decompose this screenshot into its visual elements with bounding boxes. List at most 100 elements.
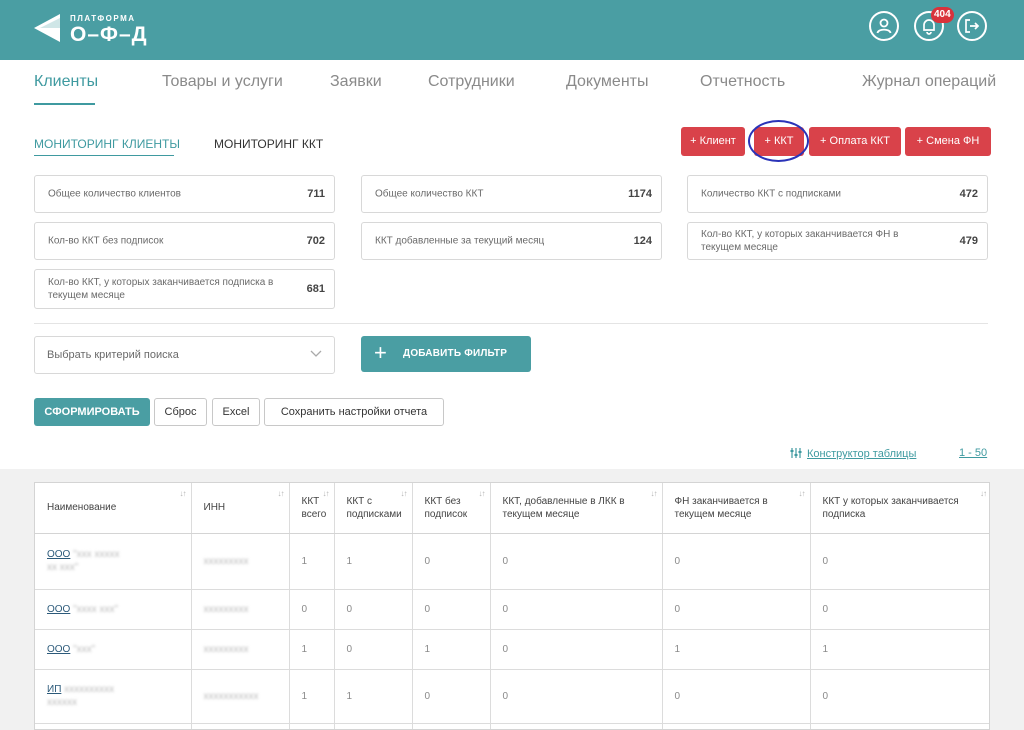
cell-inn: ххххххххх bbox=[191, 589, 290, 630]
stat-label: Общее количество ККТ bbox=[375, 188, 484, 200]
sort-icon[interactable]: ↓↑ bbox=[322, 489, 330, 498]
tab-documents[interactable]: Документы bbox=[566, 73, 649, 90]
logout-button[interactable] bbox=[957, 11, 987, 41]
table-row: ООО "ххх ххххх хх ххх" ххххххххх 1 1 0 0 … bbox=[35, 533, 989, 590]
cell-inn: ххххххххх bbox=[191, 629, 290, 670]
logo[interactable]: ПЛАТФОРМА О–Ф–Д bbox=[34, 12, 164, 48]
column-header-inn[interactable]: ИНН ↓↑ bbox=[191, 483, 290, 534]
save-settings-button[interactable]: Сохранить настройки отчета bbox=[264, 398, 444, 426]
cell-value: 1 bbox=[289, 629, 335, 670]
client-name-link[interactable]: ООО bbox=[47, 643, 71, 655]
column-header-kkt-without-subs[interactable]: ККТ без подписок ↓↑ bbox=[412, 483, 491, 534]
cell-value: 0 bbox=[490, 629, 663, 670]
bell-icon bbox=[923, 19, 935, 35]
redacted-text: хххххххххх хххххх bbox=[47, 684, 115, 708]
cell-empty bbox=[334, 723, 413, 729]
cell-value: 1 bbox=[412, 629, 491, 670]
cell-value: 1 bbox=[810, 629, 989, 670]
sort-icon[interactable]: ↓↑ bbox=[400, 489, 408, 498]
column-header-kkt-with-subs[interactable]: ККТ с подписками ↓↑ bbox=[334, 483, 413, 534]
cell-value: 0 bbox=[662, 669, 811, 724]
excel-button[interactable]: Excel bbox=[212, 398, 260, 426]
column-header-fn-expiring[interactable]: ФН заканчивается в текущем месяце ↓↑ bbox=[662, 483, 811, 534]
sort-icon[interactable]: ↓↑ bbox=[980, 489, 987, 498]
divider bbox=[34, 323, 988, 324]
subtab-monitoring-clients[interactable]: МОНИТОРИНГ КЛИЕНТЫ bbox=[34, 137, 180, 151]
logo-icon bbox=[34, 14, 60, 42]
kkt-payment-button[interactable]: + Оплата ККТ bbox=[809, 127, 901, 156]
stat-label: Кол-во ККТ, у которых заканчивается подп… bbox=[48, 277, 274, 301]
cell-empty bbox=[662, 723, 811, 729]
cell-value: 0 bbox=[412, 533, 491, 590]
table-row: ООО "ххх" ххххххххх 1 0 1 0 1 1 bbox=[35, 629, 989, 670]
add-client-button[interactable]: + Клиент bbox=[681, 127, 745, 156]
cell-inn: ххххххххххх bbox=[191, 669, 290, 724]
cell-name[interactable]: ООО "хххх ххх" bbox=[35, 589, 192, 630]
reset-button[interactable]: Сброс bbox=[154, 398, 207, 426]
redacted-text: "ххх ххххх хх ххх" bbox=[47, 549, 120, 573]
search-criteria-select[interactable]: Выбрать критерий поиска bbox=[34, 336, 335, 374]
cell-value: 0 bbox=[334, 589, 413, 630]
cell-value: 1 bbox=[334, 533, 413, 590]
generate-button[interactable]: СФОРМИРОВАТЬ bbox=[34, 398, 150, 426]
cell-name[interactable]: ИП хххххххххх хххххх bbox=[35, 669, 192, 724]
cell-value: 1 bbox=[662, 629, 811, 670]
tab-requests[interactable]: Заявки bbox=[330, 73, 382, 90]
sort-icon[interactable]: ↓↑ bbox=[179, 489, 187, 498]
highlight-ellipse bbox=[748, 120, 809, 162]
tab-operations-log[interactable]: Журнал операций bbox=[862, 73, 997, 90]
add-filter-button[interactable]: + ДОБАВИТЬ ФИЛЬТР bbox=[361, 336, 531, 372]
logo-big-text: О–Ф–Д bbox=[70, 23, 148, 46]
notification-badge: 404 bbox=[931, 7, 954, 23]
redacted-text: ххххххххх bbox=[203, 555, 249, 567]
profile-button[interactable] bbox=[869, 11, 899, 41]
sort-icon[interactable]: ↓↑ bbox=[798, 489, 806, 498]
cell-name[interactable]: ООО "ххх ххххх хх ххх" bbox=[35, 533, 192, 590]
client-name-link[interactable]: ИП bbox=[47, 684, 62, 695]
fn-change-button[interactable]: + Смена ФН bbox=[905, 127, 991, 156]
tab-goods-services[interactable]: Товары и услуги bbox=[162, 73, 283, 90]
cell-empty bbox=[412, 723, 491, 729]
cell-empty bbox=[289, 723, 335, 729]
table-row: ООО "хххх ххх" ххххххххх 0 0 0 0 0 0 bbox=[35, 589, 989, 630]
table-row: ИП хххххххххх хххххх ххххххххххх 1 1 0 0 … bbox=[35, 669, 989, 724]
column-header-kkt-total[interactable]: ККТ всего ↓↑ bbox=[289, 483, 335, 534]
active-subtab-indicator bbox=[34, 155, 174, 156]
sort-icon[interactable]: ↓↑ bbox=[478, 489, 486, 498]
table-row bbox=[35, 723, 989, 729]
sort-icon[interactable]: ↓↑ bbox=[277, 489, 285, 498]
cell-value: 0 bbox=[810, 669, 989, 724]
header-label: ФН заканчивается в текущем месяце bbox=[674, 495, 768, 520]
sort-icon[interactable]: ↓↑ bbox=[650, 489, 658, 498]
pagination-range[interactable]: 1 - 50 bbox=[959, 447, 988, 459]
cell-value: 0 bbox=[289, 589, 335, 630]
stat-card-fn-expiring: Кол-во ККТ, у которых заканчивается ФН в… bbox=[687, 222, 988, 260]
tab-reports[interactable]: Отчетность bbox=[700, 73, 786, 90]
table-constructor-link[interactable]: Конструктор таблицы bbox=[790, 447, 916, 460]
cell-empty bbox=[191, 723, 290, 729]
column-header-sub-expiring[interactable]: ККТ у которых заканчивается подписка ↓↑ bbox=[810, 483, 989, 534]
constructor-label: Конструктор таблицы bbox=[807, 448, 917, 460]
redacted-text: ххххххххх bbox=[203, 603, 249, 615]
stat-label: ККТ добавленные за текущий месяц bbox=[375, 235, 545, 247]
cell-value: 0 bbox=[662, 533, 811, 590]
stat-value: 472 bbox=[959, 188, 978, 200]
cell-value: 0 bbox=[810, 589, 989, 630]
stat-card-kkt-added-this-month: ККТ добавленные за текущий месяц 124 bbox=[361, 222, 662, 260]
cell-empty bbox=[810, 723, 989, 729]
client-name-link[interactable]: ООО bbox=[47, 603, 71, 615]
tab-clients[interactable]: Клиенты bbox=[34, 73, 99, 90]
cell-name[interactable]: ООО "ххх" bbox=[35, 629, 192, 670]
table-header-row: Наименование ↓↑ ИНН ↓↑ ККТ всего ↓↑ ККТ с п… bbox=[35, 483, 989, 534]
column-header-name[interactable]: Наименование ↓↑ bbox=[35, 483, 192, 534]
column-header-kkt-added[interactable]: ККТ, добавленные в ЛКК в текущем месяце ↓… bbox=[490, 483, 663, 534]
client-name-link[interactable]: ООО bbox=[47, 549, 71, 560]
redacted-text: ххххххххххх bbox=[203, 690, 259, 702]
cell-value: 0 bbox=[662, 589, 811, 630]
chevron-down-icon bbox=[310, 350, 322, 357]
tab-employees[interactable]: Сотрудники bbox=[428, 73, 515, 90]
top-bar: ПЛАТФОРМА О–Ф–Д 404 bbox=[0, 0, 1024, 60]
logo-small-text: ПЛАТФОРМА bbox=[70, 14, 136, 23]
notifications-button[interactable] bbox=[914, 11, 944, 41]
subtab-monitoring-kkt[interactable]: МОНИТОРИНГ ККТ bbox=[214, 137, 324, 151]
